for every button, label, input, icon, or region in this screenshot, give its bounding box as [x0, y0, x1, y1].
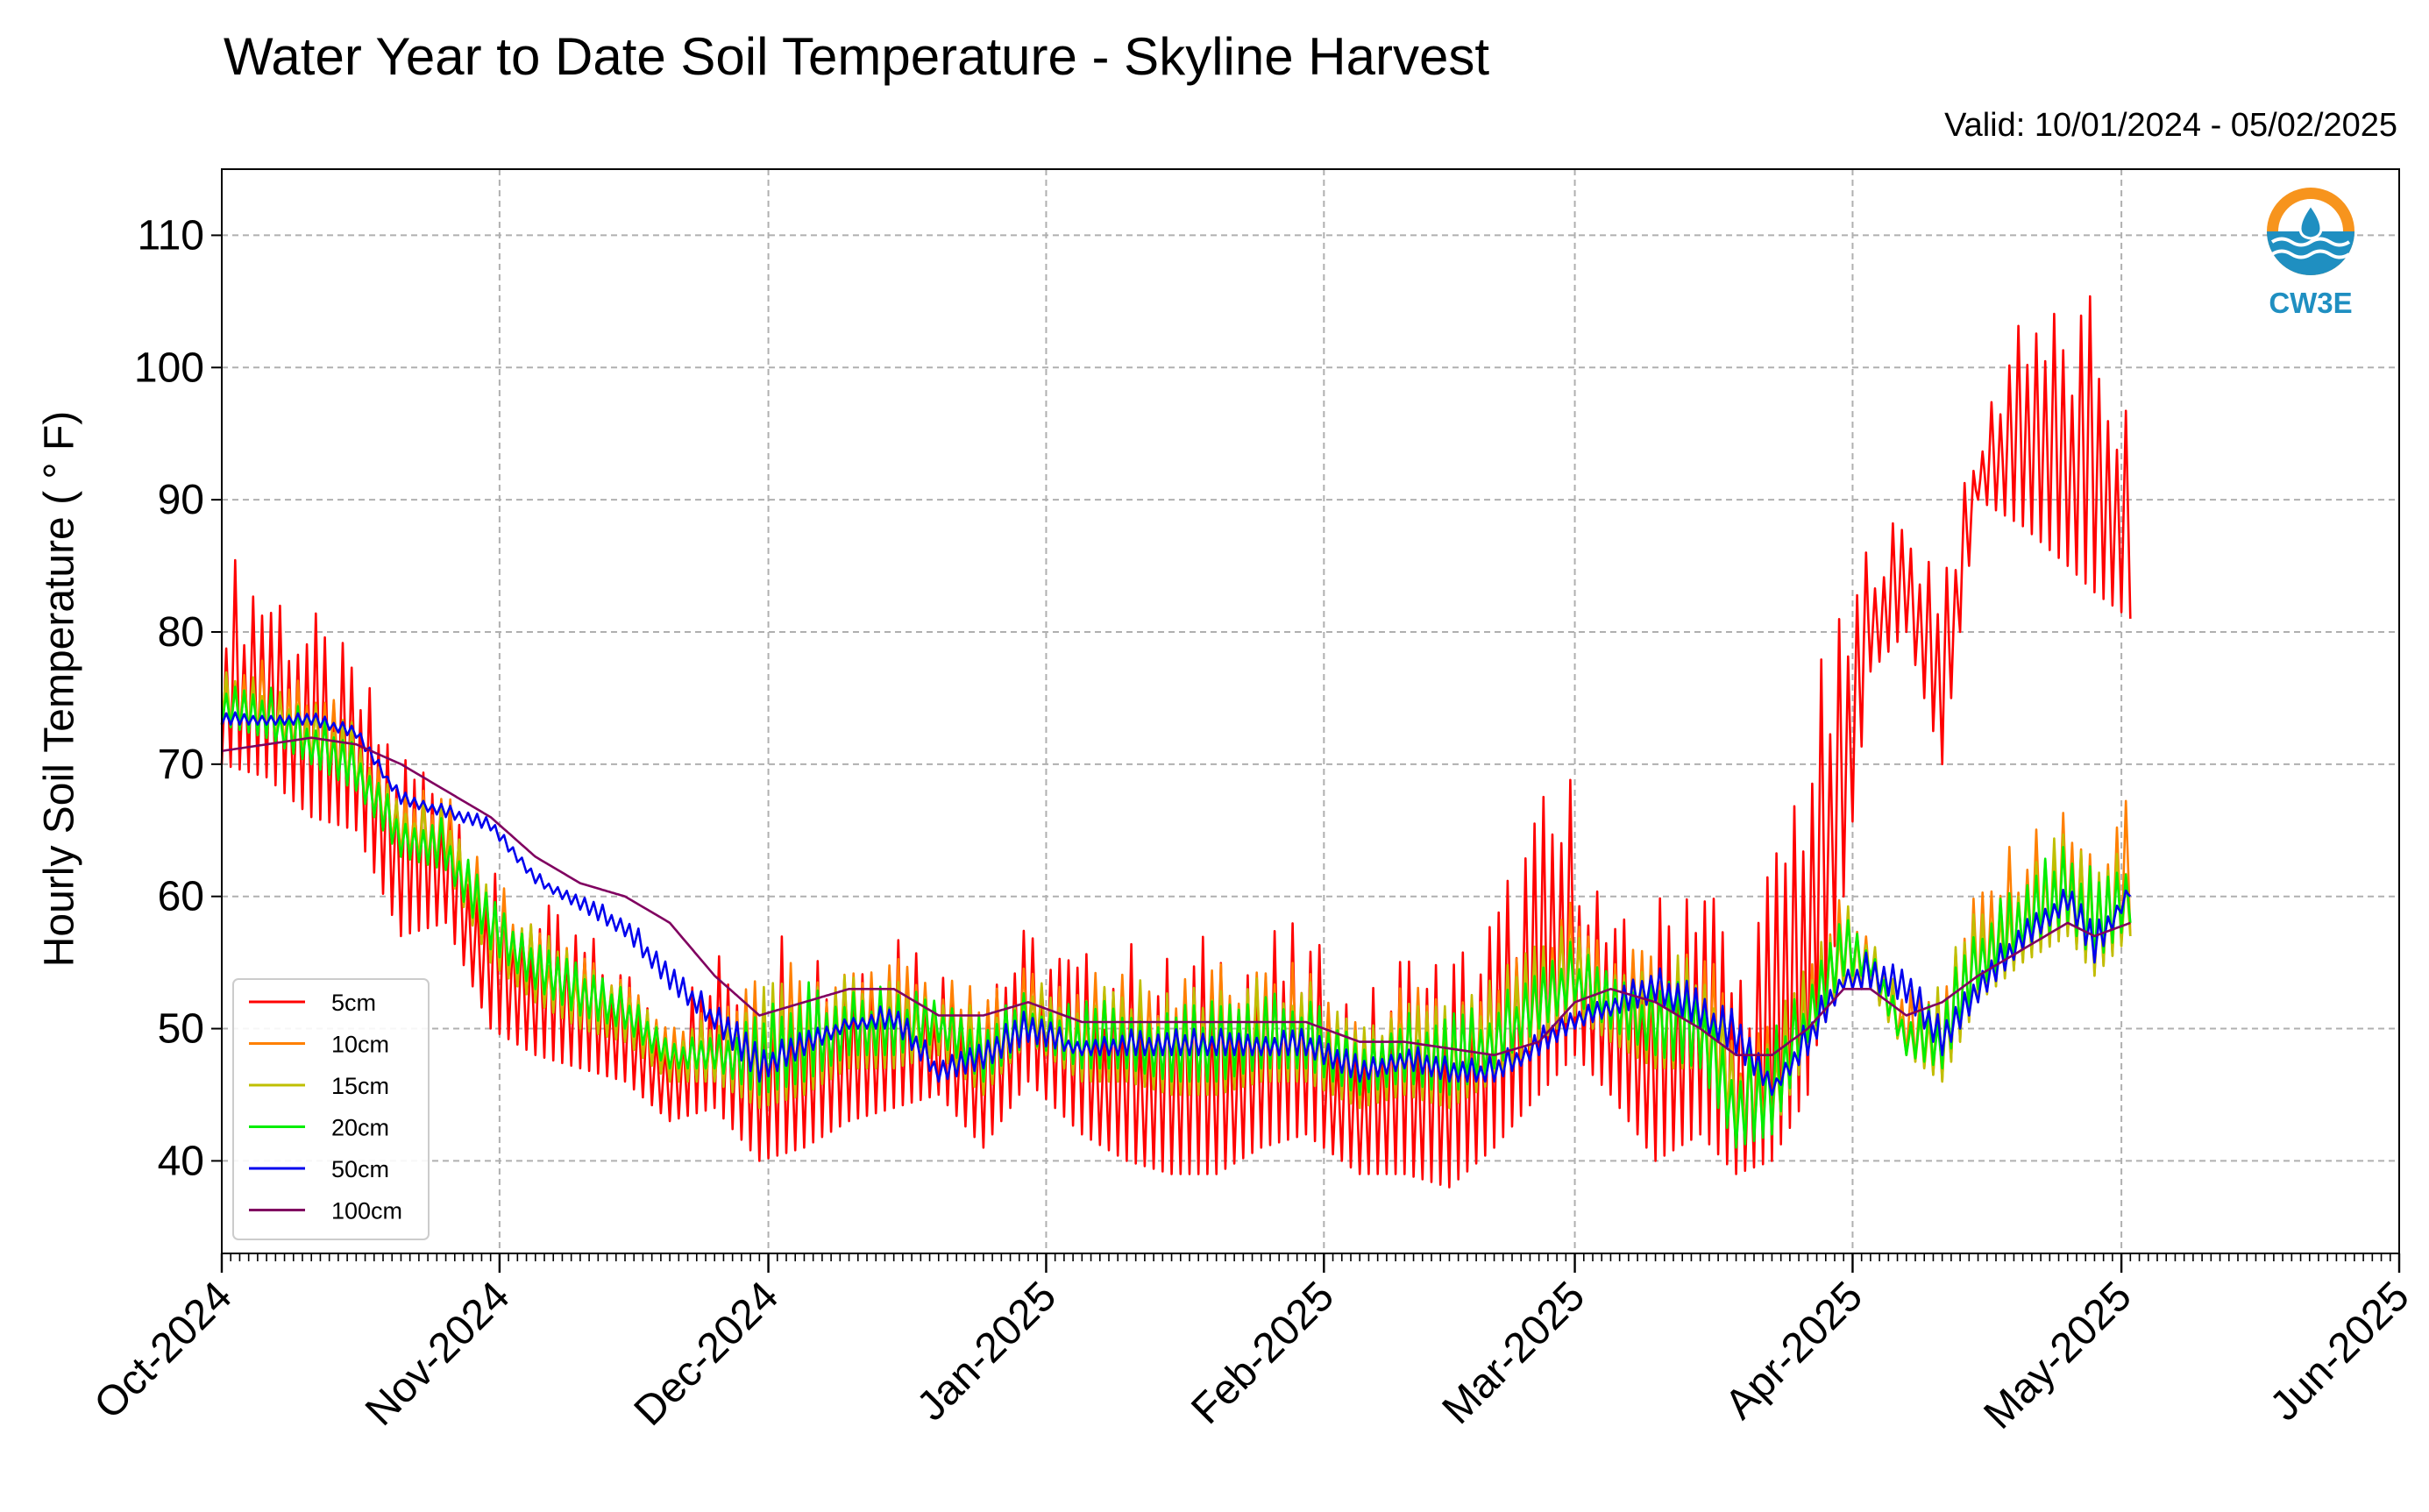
- chart-title: Water Year to Date Soil Temperature - Sk…: [224, 27, 1489, 86]
- legend-label-50cm: 50cm: [331, 1156, 389, 1182]
- series-line-100cm: [221, 736, 2131, 1056]
- logo-wave-icon: [2270, 237, 2351, 247]
- series-line-20cm: [220, 685, 2132, 1149]
- series-layer: [220, 295, 2132, 1189]
- plot-frame: [221, 168, 2400, 1254]
- y-tick-label: 40: [158, 1138, 204, 1184]
- legend: 5cm 10cm 15cm 20cm 50cm 100cm: [232, 978, 430, 1240]
- x-tick-label: Mar-2025: [1434, 1273, 1594, 1433]
- y-tick-label: 100: [134, 344, 204, 391]
- x-tick-label: Jan-2025: [908, 1273, 1065, 1430]
- axes-layer: 40 50 60 70 80 90 100 110 Oct-2024 Nov-2024 Dec-20…: [86, 168, 2418, 1438]
- legend-label-15cm: 15cm: [331, 1073, 389, 1099]
- y-tick-label: 50: [158, 1006, 204, 1053]
- x-tick-label: Jun-2025: [2262, 1273, 2418, 1430]
- series-line-15cm: [220, 671, 2132, 1136]
- x-tick-label: May-2025: [1975, 1273, 2140, 1437]
- logo-droplet-icon: [2298, 202, 2323, 240]
- y-tick-label: 90: [158, 477, 204, 523]
- legend-label-10cm: 10cm: [331, 1032, 389, 1058]
- y-tick-label: 110: [137, 212, 204, 259]
- legend-label-5cm: 5cm: [331, 990, 376, 1016]
- y-tick-label: 80: [158, 609, 204, 656]
- cw3e-logo: CW3E: [2267, 188, 2354, 319]
- x-tick-label: Nov-2024: [357, 1273, 519, 1435]
- logo-text: CW3E: [2269, 287, 2352, 319]
- x-tick-label: Oct-2024: [86, 1273, 241, 1428]
- legend-label-20cm: 20cm: [331, 1115, 389, 1141]
- x-tick-label: Dec-2024: [626, 1273, 788, 1435]
- valid-date-range: Valid: 10/01/2024 - 05/02/2025: [1944, 107, 2397, 144]
- series-line-10cm: [220, 659, 2132, 1136]
- y-tick-label: 70: [158, 742, 204, 788]
- y-tick-label: 60: [158, 874, 204, 920]
- x-tick-label: Feb-2025: [1183, 1273, 1343, 1433]
- grid-layer: [221, 169, 2400, 1253]
- series-line-5cm: [220, 295, 2132, 1189]
- logo-wave-icon: [2270, 249, 2351, 259]
- legend-label-100cm: 100cm: [331, 1198, 402, 1225]
- x-tick-label: Apr-2025: [1716, 1273, 1871, 1428]
